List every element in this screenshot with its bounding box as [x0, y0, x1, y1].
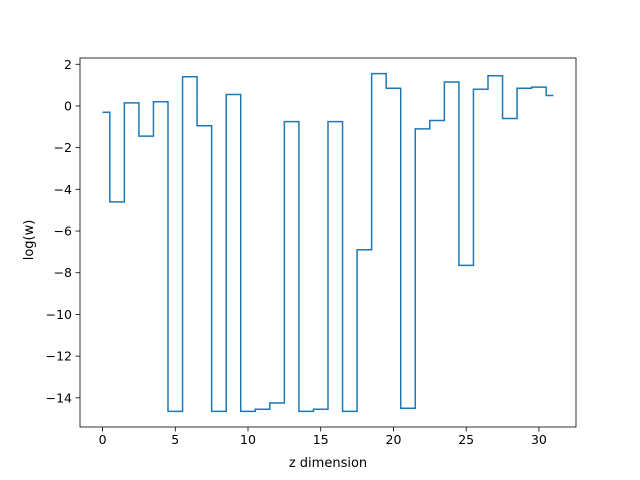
x-tick-label: 25 — [458, 432, 474, 447]
series-line-0 — [102, 72, 554, 413]
y-tick-label: 0 — [64, 98, 72, 113]
y-tick-label: −14 — [46, 390, 72, 405]
y-tick-label: −8 — [54, 265, 72, 280]
x-tick-label: 20 — [386, 432, 402, 447]
y-tick-label: −10 — [46, 307, 72, 322]
y-tick-label: 2 — [64, 57, 72, 72]
x-tick-label: 0 — [99, 432, 107, 447]
y-tick-label: −12 — [46, 349, 72, 364]
y-tick-label: −4 — [54, 182, 72, 197]
x-axis-label: z dimension — [289, 456, 367, 471]
y-axis-label: log(w) — [22, 220, 37, 261]
x-tick-label: 30 — [531, 432, 547, 447]
y-tick-label: −6 — [54, 224, 72, 239]
x-tick-label: 5 — [171, 432, 179, 447]
x-tick-label: 10 — [240, 432, 256, 447]
plot-area — [79, 57, 577, 428]
axes-frame — [79, 57, 577, 428]
y-tick-label: −2 — [54, 140, 72, 155]
x-tick-label: 15 — [313, 432, 329, 447]
